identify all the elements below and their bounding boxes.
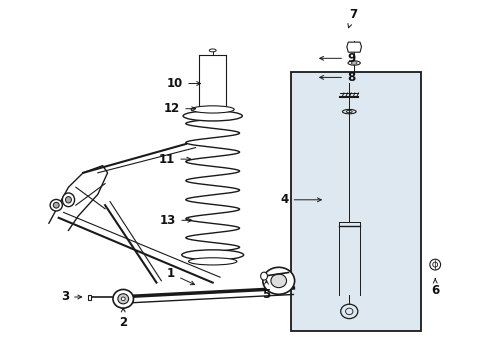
Text: 1: 1 (167, 267, 194, 285)
Bar (290, 72, 420, 331)
Ellipse shape (50, 199, 62, 211)
Polygon shape (87, 295, 91, 300)
Ellipse shape (62, 193, 74, 207)
Ellipse shape (121, 297, 125, 301)
Text: 4: 4 (280, 193, 321, 206)
Ellipse shape (263, 267, 294, 294)
Ellipse shape (270, 274, 286, 288)
Polygon shape (49, 166, 107, 230)
Text: 13: 13 (160, 214, 191, 227)
Ellipse shape (183, 111, 242, 121)
Text: 7: 7 (347, 8, 356, 28)
Ellipse shape (188, 258, 236, 265)
Text: 6: 6 (430, 279, 438, 297)
Ellipse shape (53, 202, 59, 208)
Text: 2: 2 (119, 308, 127, 329)
Text: 12: 12 (163, 102, 195, 115)
Ellipse shape (65, 197, 71, 203)
Text: 5: 5 (262, 280, 270, 301)
Ellipse shape (113, 289, 133, 308)
Polygon shape (346, 42, 361, 52)
Text: 11: 11 (159, 153, 190, 166)
Ellipse shape (347, 61, 360, 65)
Text: 3: 3 (61, 291, 81, 303)
Text: 9: 9 (319, 52, 354, 65)
Ellipse shape (209, 49, 216, 52)
Ellipse shape (118, 294, 128, 304)
Text: 10: 10 (166, 77, 200, 90)
Ellipse shape (182, 250, 243, 260)
Ellipse shape (191, 106, 234, 113)
Ellipse shape (260, 272, 267, 280)
Text: 8: 8 (319, 71, 354, 84)
